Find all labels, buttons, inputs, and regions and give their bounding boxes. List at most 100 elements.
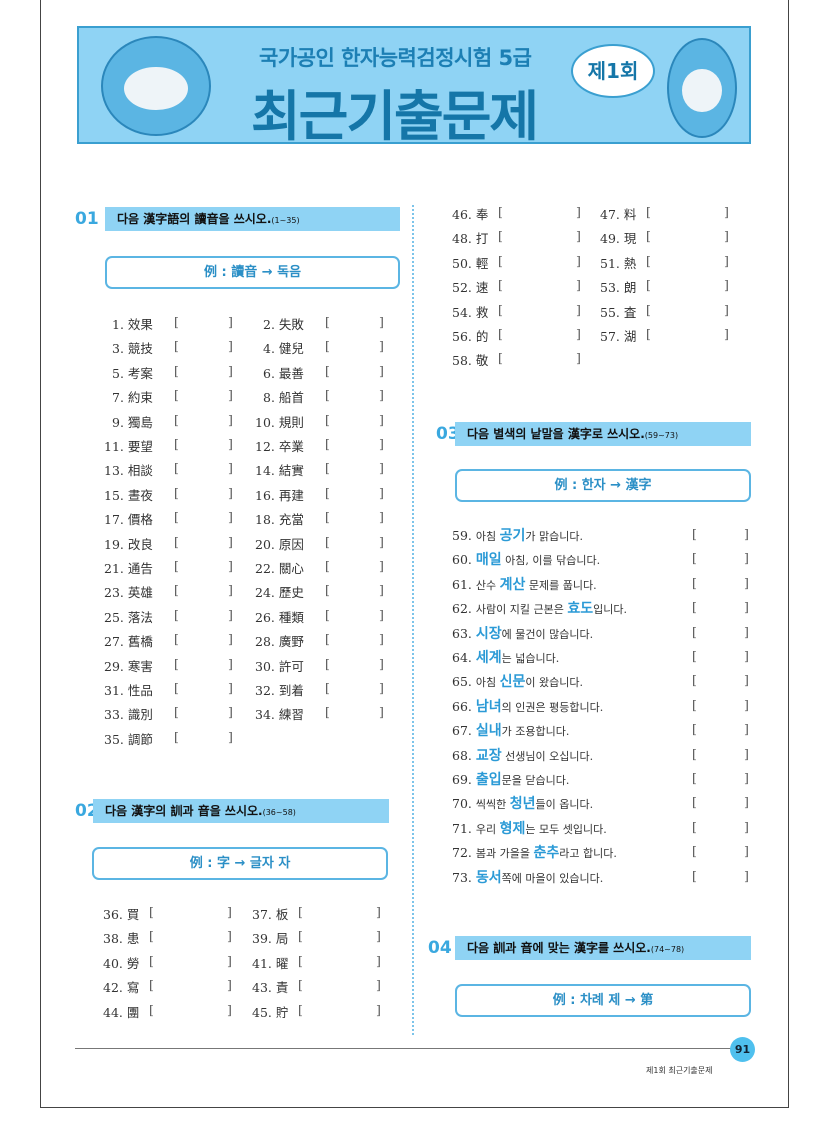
answer-bracket-open: [ [149, 1001, 154, 1017]
answer-bracket-close: ] [744, 574, 749, 590]
answer-bracket-close: ] [228, 338, 233, 354]
answer-bracket-close: ] [379, 509, 384, 525]
answer-bracket-open: [ [174, 680, 179, 695]
question-item: 17. 價格 [104, 512, 153, 528]
question-item: 53. 朗 [600, 280, 637, 296]
section-instruction: 다음 訓과 音에 맞는 漢字를 쓰시오.(74~78) [455, 936, 751, 960]
answer-bracket-close: ] [379, 362, 384, 378]
answer-bracket-close: ] [376, 977, 381, 993]
round-bubble: 제1회 [571, 44, 655, 98]
question-item: 45. 貯 [252, 1004, 289, 1020]
answer-bracket-open: [ [692, 550, 697, 566]
sentence-item: 66. 남녀의 인권은 평등합니다. [452, 698, 604, 715]
answer-bracket-close: ] [379, 533, 384, 549]
highlighted-word: 형제 [499, 820, 526, 837]
highlighted-word: 신문 [499, 674, 526, 691]
answer-bracket-open: [ [692, 818, 697, 834]
highlighted-word: 세계 [475, 650, 502, 666]
answer-bracket-open: [ [692, 526, 697, 541]
answer-bracket-close: ] [379, 655, 384, 671]
answer-bracket-close: ] [576, 277, 581, 293]
sentence-item: 70. 씩씩한 청년들이 옵니다. [452, 796, 594, 813]
answer-bracket-close: ] [724, 252, 729, 268]
highlighted-word: 청년 [509, 796, 536, 813]
answer-bracket-close: ] [376, 952, 381, 968]
answer-bracket-open: [ [325, 460, 330, 476]
answer-bracket-open: [ [646, 228, 651, 244]
sentence-item: 71. 우리 형제는 모두 셋입니다. [452, 820, 607, 837]
footer-caption: 제1회 최근기출문제 [646, 1066, 713, 1075]
answer-bracket-open: [ [646, 204, 651, 219]
highlighted-word: 공기 [499, 528, 526, 544]
answer-bracket-close: ] [228, 509, 233, 525]
highlighted-word: 동서 [475, 869, 502, 886]
answer-bracket-open: [ [174, 314, 179, 329]
answer-bracket-open: [ [325, 509, 330, 525]
answer-bracket-open: [ [692, 672, 697, 688]
question-item: 27. 舊橋 [104, 634, 153, 650]
answer-bracket-open: [ [325, 680, 330, 695]
answer-bracket-open: [ [498, 301, 503, 317]
section-instruction: 다음 별색의 낱말을 漢字로 쓰시오.(59~73) [455, 422, 751, 446]
answer-bracket-close: ] [228, 680, 233, 695]
answer-bracket-close: ] [576, 204, 581, 219]
answer-bracket-close: ] [228, 728, 233, 744]
example-box: 例 : 차례 제 → 第 [455, 984, 751, 1017]
question-item: 41. 曜 [252, 955, 289, 971]
answer-bracket-open: [ [325, 655, 330, 671]
page-number: 91 [730, 1037, 755, 1062]
answer-bracket-close: ] [744, 672, 749, 688]
answer-bracket-close: ] [744, 648, 749, 663]
answer-bracket-open: [ [298, 952, 303, 968]
answer-bracket-close: ] [227, 904, 232, 919]
question-item: 48. 打 [452, 231, 489, 247]
answer-bracket-close: ] [744, 770, 749, 785]
answer-bracket-open: [ [149, 928, 154, 944]
answer-bracket-open: [ [692, 623, 697, 639]
answer-bracket-open: [ [498, 350, 503, 366]
sentence-item: 72. 봄과 가을을 춘추라고 합니다. [452, 845, 617, 862]
answer-bracket-close: ] [228, 631, 233, 647]
answer-bracket-open: [ [174, 362, 179, 378]
answer-bracket-open: [ [646, 326, 651, 341]
answer-bracket-open: [ [174, 509, 179, 525]
answer-bracket-open: [ [174, 533, 179, 549]
question-item: 55. 査 [600, 304, 637, 320]
answer-bracket-close: ] [576, 252, 581, 268]
answer-bracket-close: ] [379, 680, 384, 695]
answer-bracket-close: ] [379, 484, 384, 500]
question-item: 22. 關心 [255, 561, 304, 576]
question-item: 19. 改良 [104, 536, 153, 552]
highlighted-word: 시장 [475, 625, 502, 642]
question-item: 26. 種類 [255, 609, 304, 625]
answer-bracket-close: ] [228, 558, 233, 573]
answer-bracket-open: [ [325, 631, 330, 647]
answer-bracket-close: ] [744, 599, 749, 615]
answer-bracket-open: [ [174, 655, 179, 671]
question-item: 57. 湖 [600, 329, 637, 344]
answer-bracket-close: ] [228, 582, 233, 598]
answer-bracket-close: ] [228, 436, 233, 451]
answer-bracket-open: [ [646, 301, 651, 317]
answer-bracket-open: [ [692, 599, 697, 615]
highlighted-word: 효도 [567, 601, 594, 618]
section-number: 02 [75, 801, 99, 821]
answer-bracket-close: ] [724, 204, 729, 219]
answer-bracket-open: [ [325, 484, 330, 500]
answer-bracket-open: [ [646, 277, 651, 293]
answer-bracket-open: [ [498, 228, 503, 244]
question-item: 43. 責 [252, 980, 289, 996]
question-item: 56. 的 [452, 329, 489, 344]
answer-bracket-open: [ [692, 574, 697, 590]
highlighted-word: 실내 [475, 723, 502, 740]
sentence-item: 60. 매일 아침, 이를 닦습니다. [452, 552, 601, 569]
question-item: 1. 效果 [112, 317, 153, 332]
question-item: 4. 健兒 [263, 341, 304, 357]
answer-bracket-open: [ [325, 338, 330, 354]
question-item: 21. 通告 [104, 561, 153, 576]
question-item: 20. 原因 [255, 536, 304, 552]
answer-bracket-open: [ [692, 867, 697, 883]
answer-bracket-close: ] [228, 606, 233, 622]
answer-bracket-close: ] [379, 436, 384, 451]
answer-bracket-close: ] [376, 904, 381, 919]
